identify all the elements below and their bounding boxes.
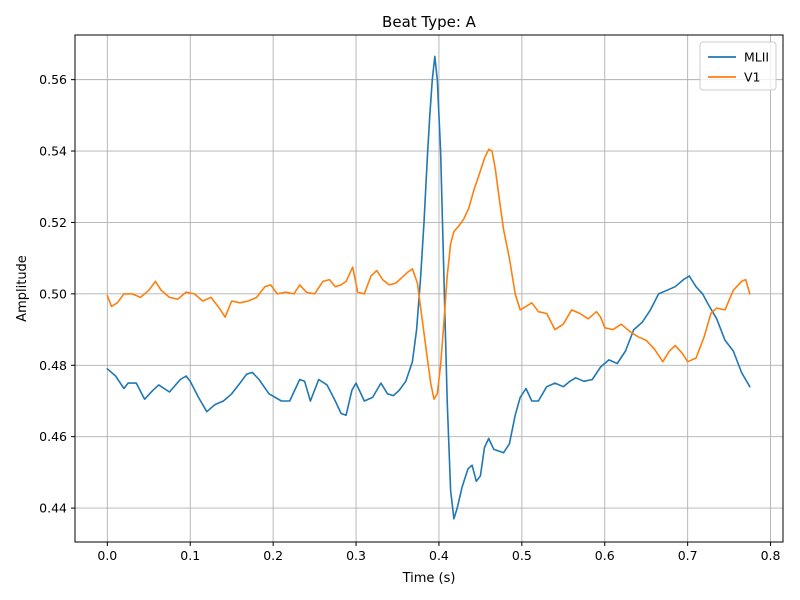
plot-area-frame	[74, 34, 784, 543]
grid-lines	[75, 35, 783, 542]
legend: MLII V1	[699, 41, 777, 91]
x-tick-label: 0.5	[512, 548, 532, 563]
y-tick-label: 0.44	[39, 501, 67, 516]
legend-entries: MLII V1	[708, 50, 769, 85]
x-tick-label: 0.8	[761, 548, 781, 563]
series-line-v1	[106, 148, 751, 401]
y-tick-label: 0.50	[39, 286, 67, 301]
series-lines	[106, 55, 751, 520]
y-tick-label: 0.56	[39, 72, 67, 87]
x-tick-label: 0.3	[346, 548, 366, 563]
y-axis-label: Amplitude	[15, 255, 30, 322]
y-tick-label: 0.54	[39, 144, 67, 159]
legend-label-v1: V1	[744, 70, 761, 85]
axis-ticks: 0.0 0.1 0.2 0.3 0.4 0.5 0.6 0.7 0.8 0.44 0.46 0.48 0…	[39, 72, 780, 563]
legend-label-mlii: MLII	[744, 50, 769, 65]
series-line-mlii	[106, 55, 751, 520]
x-tick-label: 0.7	[678, 548, 698, 563]
x-tick-label: 0.0	[97, 548, 117, 563]
x-tick-label: 0.4	[429, 548, 449, 563]
y-tick-label: 0.48	[39, 358, 67, 373]
chart-title: Beat Type: A	[382, 13, 477, 31]
x-tick-label: 0.6	[595, 548, 615, 563]
legend-box	[699, 41, 777, 91]
x-tick-label: 0.2	[263, 548, 283, 563]
x-axis-label: Time (s)	[402, 571, 456, 586]
y-tick-label: 0.46	[39, 429, 67, 444]
x-tick-label: 0.1	[180, 548, 200, 563]
y-tick-label: 0.52	[39, 215, 67, 230]
